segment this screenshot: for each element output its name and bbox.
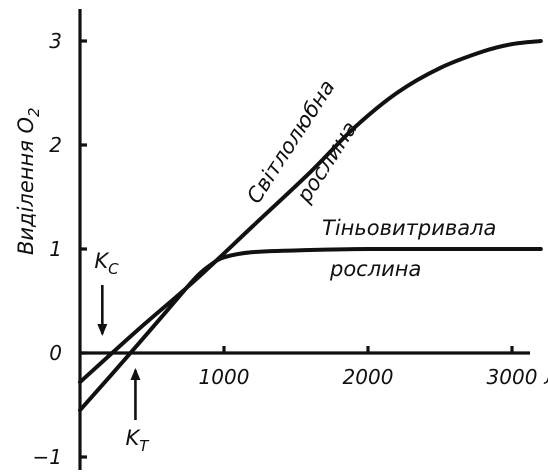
y-tick-label: 0 [49,341,62,365]
axes [78,9,530,470]
y-tick-label: 2 [49,133,62,157]
y-tick-label: 3 [49,29,62,53]
annotation-c: KC [94,249,119,336]
tick-labels: 3 2 1 0 −1 1000 2000 3000лк [33,29,548,469]
arrowhead-icon [97,324,108,336]
annotation-t: KT [125,368,150,455]
annotation-label: KC [94,249,119,278]
series-label-shade-tolerant: Тіньовитривала [322,216,496,240]
series-group [78,39,543,413]
x-unit-label: лк [543,365,548,389]
x-tick-label: 3000 [487,365,538,389]
series-label-shade-tolerant-line2: рослина [329,257,421,281]
x-tick-label: 1000 [199,365,250,389]
annotations: KC KT [94,249,150,455]
y-axis-label: Виділення O2 [14,107,43,255]
arrowhead-icon [130,368,141,380]
annotation-label: KT [125,426,150,455]
y-tick-label: −1 [33,445,62,469]
x-tick-label: 2000 [343,365,394,389]
series-line-shade-tolerant [78,246,543,413]
y-tick-label: 1 [49,237,62,261]
series-line-light-loving [78,39,543,385]
